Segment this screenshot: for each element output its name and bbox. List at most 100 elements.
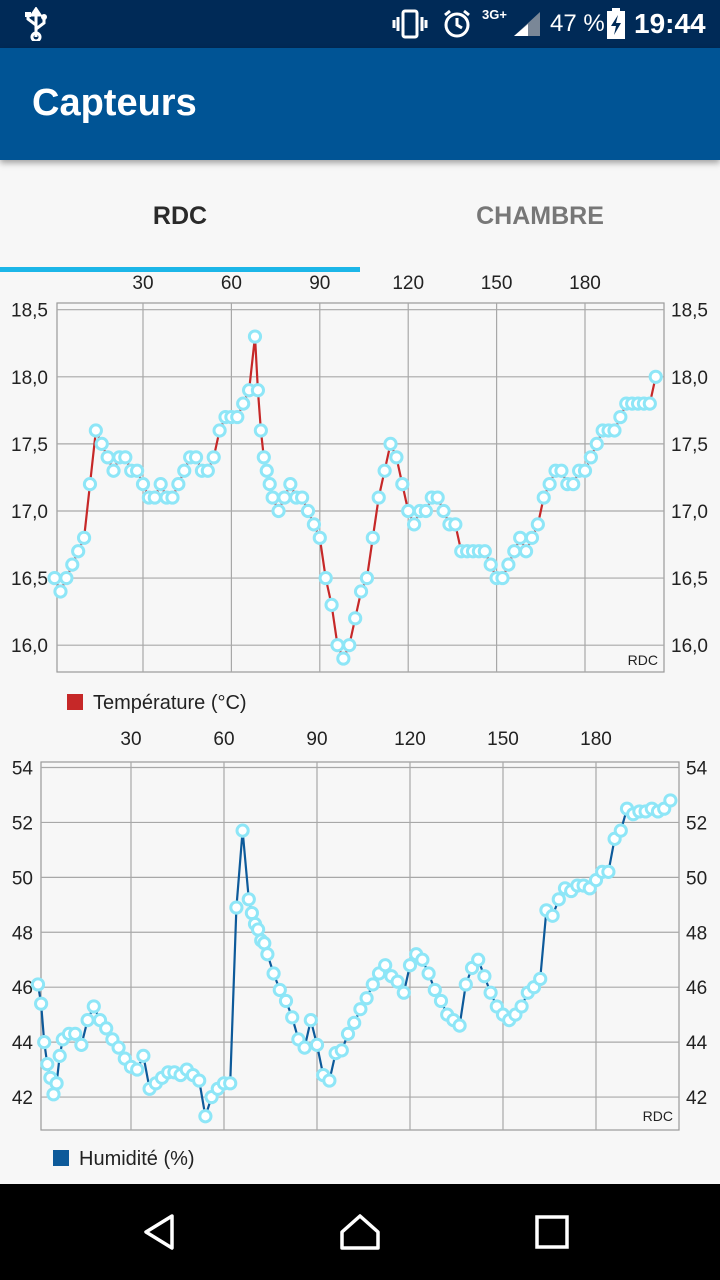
x-tick-label: 30	[120, 729, 141, 750]
data-point	[518, 544, 534, 559]
data-point	[390, 974, 405, 989]
y-tick-label-right: 42	[686, 1088, 707, 1109]
humidity-chart[interactable]: 54 54 52 52 50 50 48 48 46 46 44 44 42 42 30 60 90 120 150…	[0, 728, 720, 1184]
humidity-chart-svg[interactable]: 54 54 52 52 50 50 48 48 46 46 44 44 42 42 30 60 90 120 150…	[0, 728, 720, 1184]
legend-swatch	[67, 694, 83, 710]
data-point	[76, 530, 92, 545]
data-point	[283, 477, 298, 492]
data-point	[100, 450, 115, 465]
data-point	[322, 1073, 337, 1088]
data-point	[278, 993, 294, 1009]
data-point	[353, 584, 369, 599]
y-tick-label-left: 48	[12, 923, 33, 944]
home-button[interactable]	[312, 1184, 408, 1280]
tab-rdc[interactable]: RDC	[152, 201, 208, 230]
data-point	[82, 477, 98, 492]
data-point	[309, 1037, 325, 1052]
data-point	[334, 1043, 349, 1058]
y-tick-label-left: 52	[12, 813, 33, 834]
legend-label: Température (°C)	[93, 692, 247, 714]
battery-charging-icon	[606, 0, 626, 48]
x-tick-label: 30	[132, 273, 153, 294]
data-point	[318, 570, 333, 586]
data-point	[536, 490, 551, 505]
data-point	[336, 651, 351, 666]
data-point	[371, 490, 386, 505]
data-point	[30, 977, 46, 992]
data-point	[347, 1015, 362, 1030]
data-point	[340, 1026, 356, 1041]
data-point	[40, 1056, 55, 1072]
data-point	[68, 1026, 83, 1041]
data-point	[285, 1010, 300, 1025]
data-point	[312, 530, 327, 545]
legend-swatch	[53, 1150, 69, 1166]
data-point	[513, 530, 528, 545]
plot-frame	[56, 302, 665, 673]
y-tick-label-left: 16,0	[11, 636, 48, 657]
data-point	[554, 463, 569, 478]
x-tick-label: 120	[392, 273, 424, 294]
data-point	[395, 477, 410, 492]
y-tick-label-left: 17,0	[11, 502, 48, 523]
data-point	[94, 436, 109, 451]
data-point	[250, 383, 266, 398]
data-point	[501, 557, 516, 572]
y-tick-label-right: 48	[686, 923, 707, 944]
y-tick-label-right: 16,5	[671, 569, 708, 590]
data-point	[306, 517, 322, 532]
x-tick-label: 150	[487, 729, 519, 750]
tab-chambre[interactable]: CHAMBRE	[476, 201, 604, 230]
data-point	[118, 450, 133, 465]
y-tick-label-right: 18,5	[671, 301, 708, 322]
data-point	[80, 1013, 95, 1028]
data-point	[136, 1048, 151, 1063]
data-point	[396, 985, 411, 1000]
network-type: 3G+	[482, 6, 507, 22]
y-tick-label-left: 18,5	[11, 301, 48, 322]
data-point	[330, 638, 345, 653]
data-point	[295, 490, 310, 505]
data-point	[271, 503, 286, 519]
data-point	[421, 966, 436, 981]
app-bar: Capteurs	[0, 48, 720, 160]
data-point	[648, 369, 663, 384]
data-point	[251, 922, 266, 937]
battery-percent: 47 %	[550, 10, 605, 37]
y-tick-label-left: 46	[12, 978, 33, 999]
usb-icon	[22, 0, 50, 48]
data-point	[300, 503, 316, 519]
back-button[interactable]	[112, 1184, 208, 1280]
data-point	[37, 1035, 52, 1050]
data-point	[402, 958, 418, 973]
data-point	[244, 905, 259, 921]
legend-label: Humidité (%)	[79, 1148, 195, 1170]
data-point	[436, 503, 451, 519]
data-point	[106, 463, 121, 478]
data-point	[34, 996, 49, 1011]
data-point	[533, 971, 548, 987]
data-point	[111, 1040, 126, 1055]
temperature-chart[interactable]: 18,5 18,5 18,0 18,0 17,5 17,5 17,0 17,0 16,5 16,5…	[0, 272, 720, 728]
data-point	[406, 517, 422, 532]
x-tick-label: 90	[309, 273, 330, 294]
x-tick-label: 90	[306, 729, 327, 750]
data-point	[530, 517, 545, 532]
data-point	[477, 544, 492, 559]
data-point	[427, 982, 442, 998]
temperature-chart-svg[interactable]: 18,5 18,5 18,0 18,0 17,5 17,5 17,0 17,0 16,5 16,5…	[0, 272, 720, 728]
y-tick-label-right: 16,0	[671, 636, 708, 657]
data-point	[236, 396, 251, 411]
data-point	[353, 1002, 368, 1017]
data-point	[71, 544, 86, 559]
data-point	[192, 1073, 207, 1088]
data-point	[247, 329, 263, 344]
y-tick-label-left: 18,0	[11, 368, 48, 389]
data-point	[613, 409, 628, 425]
data-point	[377, 463, 392, 478]
data-point	[342, 638, 357, 653]
app-title: Capteurs	[32, 82, 197, 124]
data-point	[607, 423, 622, 438]
data-point	[223, 1076, 238, 1091]
recents-button[interactable]	[504, 1184, 600, 1280]
